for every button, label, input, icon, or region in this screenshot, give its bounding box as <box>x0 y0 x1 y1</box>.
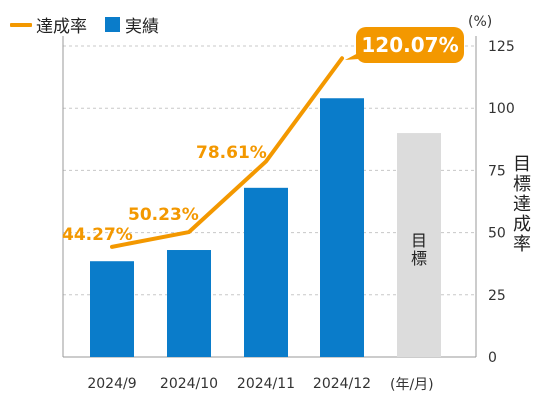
target-bar-label: 標 <box>411 249 427 268</box>
bar-actual <box>244 187 288 357</box>
rate-data-label: 44.27% <box>62 225 133 245</box>
rate-data-label: 50.23% <box>128 205 199 225</box>
y-tick-label: 75 <box>488 163 506 179</box>
rate-data-label: 120.07% <box>361 33 458 57</box>
y-tick-label: 25 <box>488 288 506 304</box>
x-tick-label: 2024/9 <box>87 376 136 392</box>
right-axis-title: 目標達成率 <box>513 154 531 255</box>
target-bar-label: 目 <box>411 231 427 250</box>
legend: 達成率 実績 <box>10 12 177 37</box>
x-unit-label: (年/月) <box>390 377 434 393</box>
rate-data-label: 78.61% <box>196 143 267 163</box>
percent-unit-label: (%) <box>468 14 493 30</box>
legend-actual-label: 実績 <box>125 17 159 37</box>
x-tick-label: 2024/10 <box>160 376 218 392</box>
rate-badge-pointer <box>345 52 372 60</box>
y-tick-label: 50 <box>488 226 506 242</box>
bar-actual <box>167 250 211 357</box>
legend-rate-label: 達成率 <box>36 17 87 37</box>
bar-actual <box>320 98 364 358</box>
x-tick-label: 2024/11 <box>237 376 295 392</box>
y-tick-label: 100 <box>488 101 515 117</box>
rate-badge <box>356 27 464 63</box>
bar-target <box>397 133 441 357</box>
square-swatch-icon <box>105 17 120 32</box>
x-tick-label: 2024/12 <box>313 376 371 392</box>
bar-actual <box>90 261 134 357</box>
rate-line <box>110 56 344 249</box>
y-tick-label: 125 <box>488 39 515 55</box>
legend-item-actual: 実績 <box>105 12 159 37</box>
legend-item-rate: 達成率 <box>10 12 87 37</box>
line-swatch-icon <box>10 22 32 27</box>
y-tick-label: 0 <box>488 350 497 366</box>
